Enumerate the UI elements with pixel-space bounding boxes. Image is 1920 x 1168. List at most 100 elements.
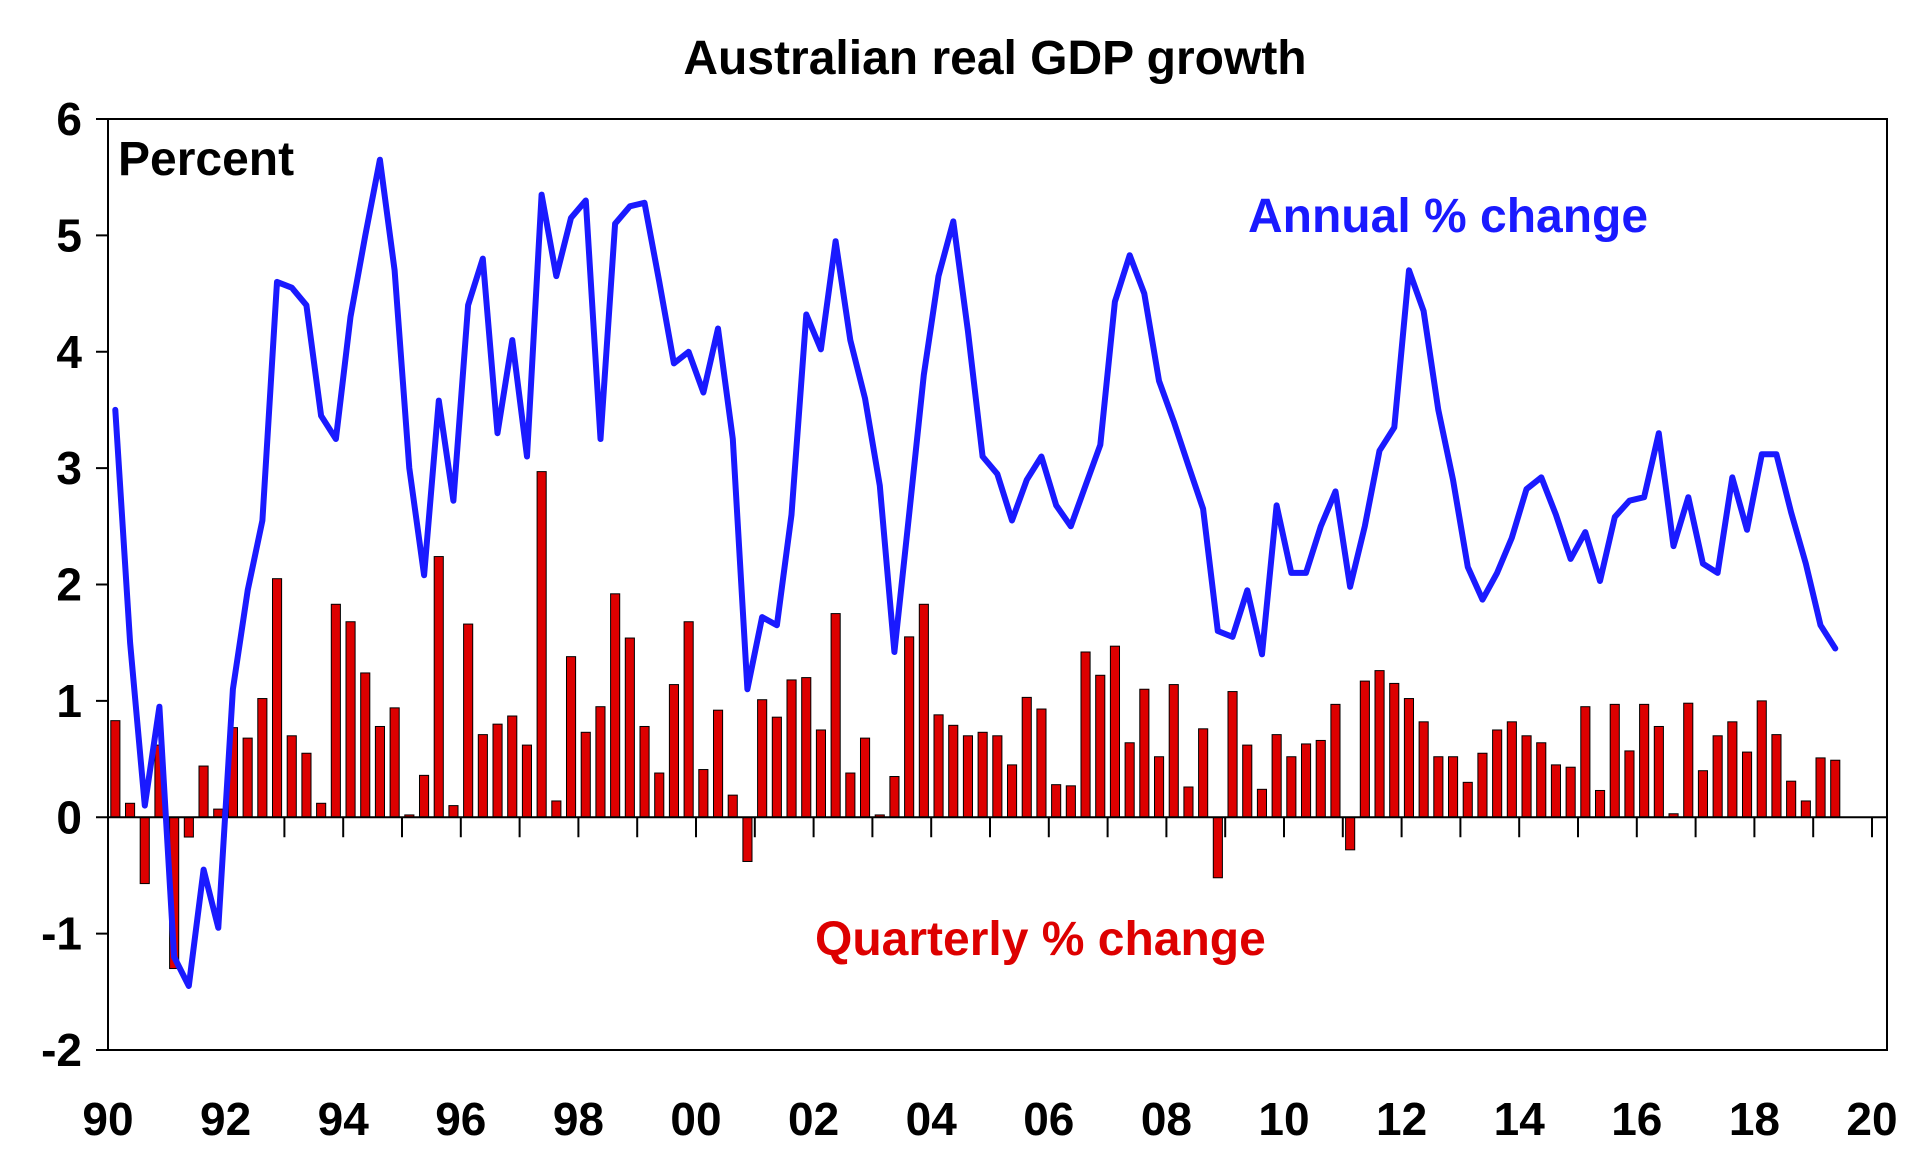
- unit-label: Percent: [118, 133, 294, 186]
- quarterly-bar: [1683, 702, 1694, 818]
- y-tick-label: 2: [56, 559, 82, 611]
- quarterly-bar: [698, 769, 709, 818]
- y-axis: -2 -1 0 1 2 3 4 5 6: [41, 93, 108, 1076]
- y-tick-label: 5: [56, 209, 82, 261]
- x-tick-label: 12: [1376, 1093, 1427, 1145]
- quarterly-bar: [1697, 770, 1709, 818]
- quarterly-bar: [1153, 756, 1165, 818]
- quarterly-bar: [992, 735, 1003, 818]
- quarterly-bar: [962, 735, 974, 818]
- quarterly-bar: [1609, 703, 1620, 818]
- quarterly-bar: [213, 808, 224, 818]
- quarterly-bar: [301, 752, 312, 818]
- quarterly-bar: [1109, 645, 1121, 818]
- quarterly-bar: [639, 725, 650, 818]
- quarterly-bar: [345, 621, 356, 818]
- quarterly-bar: [198, 765, 209, 818]
- quarterly-bar: [1051, 784, 1062, 818]
- quarterly-bar: [1198, 728, 1209, 818]
- quarterly-bar: [110, 720, 121, 818]
- quarterly-bar: [1462, 781, 1473, 818]
- x-tick-label: 98: [553, 1093, 604, 1145]
- quarterly-bar: [463, 623, 474, 818]
- quarterly-bar: [1300, 743, 1312, 818]
- quarterly-bar: [1536, 742, 1547, 818]
- quarterly-bar: [374, 725, 386, 818]
- quarterly-bar: [257, 698, 268, 818]
- quarterly-bar: [492, 723, 503, 818]
- x-tick-label: 00: [670, 1093, 721, 1145]
- quarterly-bar: [536, 471, 547, 818]
- quarterly-bar: [889, 776, 900, 818]
- quarterly-bar: [580, 731, 591, 818]
- quarterly-bar: [1727, 721, 1738, 818]
- quarterly-bar: [1624, 750, 1635, 818]
- quarterly-bar: [1330, 703, 1341, 818]
- quarterly-bar: [1256, 788, 1268, 818]
- quarterly-bar: [624, 637, 635, 818]
- x-tick-label: 10: [1258, 1093, 1309, 1145]
- quarterly-bar: [1639, 703, 1650, 818]
- quarterly-bar: [654, 772, 665, 818]
- legend-annual: Annual % change: [1248, 190, 1648, 243]
- quarterly-bar: [918, 603, 929, 818]
- y-tick-label: 4: [56, 326, 82, 378]
- quarterly-bar: [1741, 751, 1753, 818]
- quarterly-bar: [1286, 756, 1297, 818]
- quarterly-bar: [183, 816, 194, 838]
- quarterly-bar: [124, 802, 136, 818]
- quarterly-bar: [1124, 742, 1135, 818]
- quarterly-bar: [1580, 706, 1591, 818]
- x-tick-label: 90: [82, 1093, 133, 1145]
- quarterly-bar: [1403, 698, 1415, 818]
- quarterly-bar: [859, 737, 871, 818]
- quarterly-bar: [1800, 800, 1811, 818]
- quarterly-bar: [1006, 764, 1018, 818]
- quarterly-bar: [1653, 725, 1664, 818]
- quarterly-bar: [1550, 764, 1562, 818]
- quarterly-bar: [1242, 744, 1253, 818]
- quarterly-bar: [845, 772, 856, 818]
- legend-quarterly: Quarterly % change: [815, 913, 1266, 966]
- quarterly-bar: [830, 613, 841, 818]
- quarterly-bar: [801, 677, 812, 818]
- quarterly-bar: [712, 709, 724, 818]
- quarterly-bar: [286, 735, 297, 818]
- quarterly-bar: [139, 816, 150, 885]
- y-tick-label: 6: [56, 93, 82, 145]
- quarterly-bar: [271, 578, 283, 818]
- quarterly-bar: [815, 729, 827, 818]
- x-tick-label: 02: [788, 1093, 839, 1145]
- quarterly-bar: [1080, 651, 1091, 818]
- y-tick-label: 0: [56, 791, 82, 843]
- x-tick-label: 04: [906, 1093, 958, 1145]
- quarterly-bar: [477, 734, 488, 818]
- quarterly-bar: [360, 672, 371, 818]
- quarterly-bar: [933, 714, 944, 818]
- quarterly-bar: [904, 636, 915, 818]
- quarterly-bar: [1065, 785, 1076, 818]
- y-tick-label: 3: [56, 442, 82, 494]
- quarterly-bar: [1771, 734, 1782, 818]
- quarterly-bar: [948, 724, 959, 818]
- quarterly-bar: [1447, 756, 1459, 818]
- quarterly-bar: [977, 731, 988, 818]
- quarterly-bar: [507, 715, 518, 818]
- quarterly-bar: [1492, 729, 1503, 818]
- quarterly-bar: [242, 737, 253, 818]
- quarterly-bar: [1036, 708, 1047, 818]
- y-tick-label: -1: [41, 908, 82, 960]
- x-tick-label: 94: [318, 1093, 370, 1145]
- x-axis: 90 92 94 96 98 00 02 04 06 08 10 12 14 16 18 20: [82, 817, 1898, 1145]
- quarterly-bar: [389, 707, 400, 818]
- quarterly-bar: [786, 679, 797, 818]
- chart-title: Australian real GDP growth: [683, 32, 1306, 85]
- quarterly-bar: [1168, 684, 1179, 818]
- quarterly-bar: [1021, 696, 1032, 818]
- quarterly-bar: [1477, 752, 1488, 818]
- quarterly-bar: [742, 816, 753, 862]
- quarterly-bar: [1756, 700, 1767, 818]
- quarterly-bar: [565, 656, 577, 818]
- quarterly-bar: [1786, 780, 1797, 818]
- quarterly-bar: [316, 802, 327, 818]
